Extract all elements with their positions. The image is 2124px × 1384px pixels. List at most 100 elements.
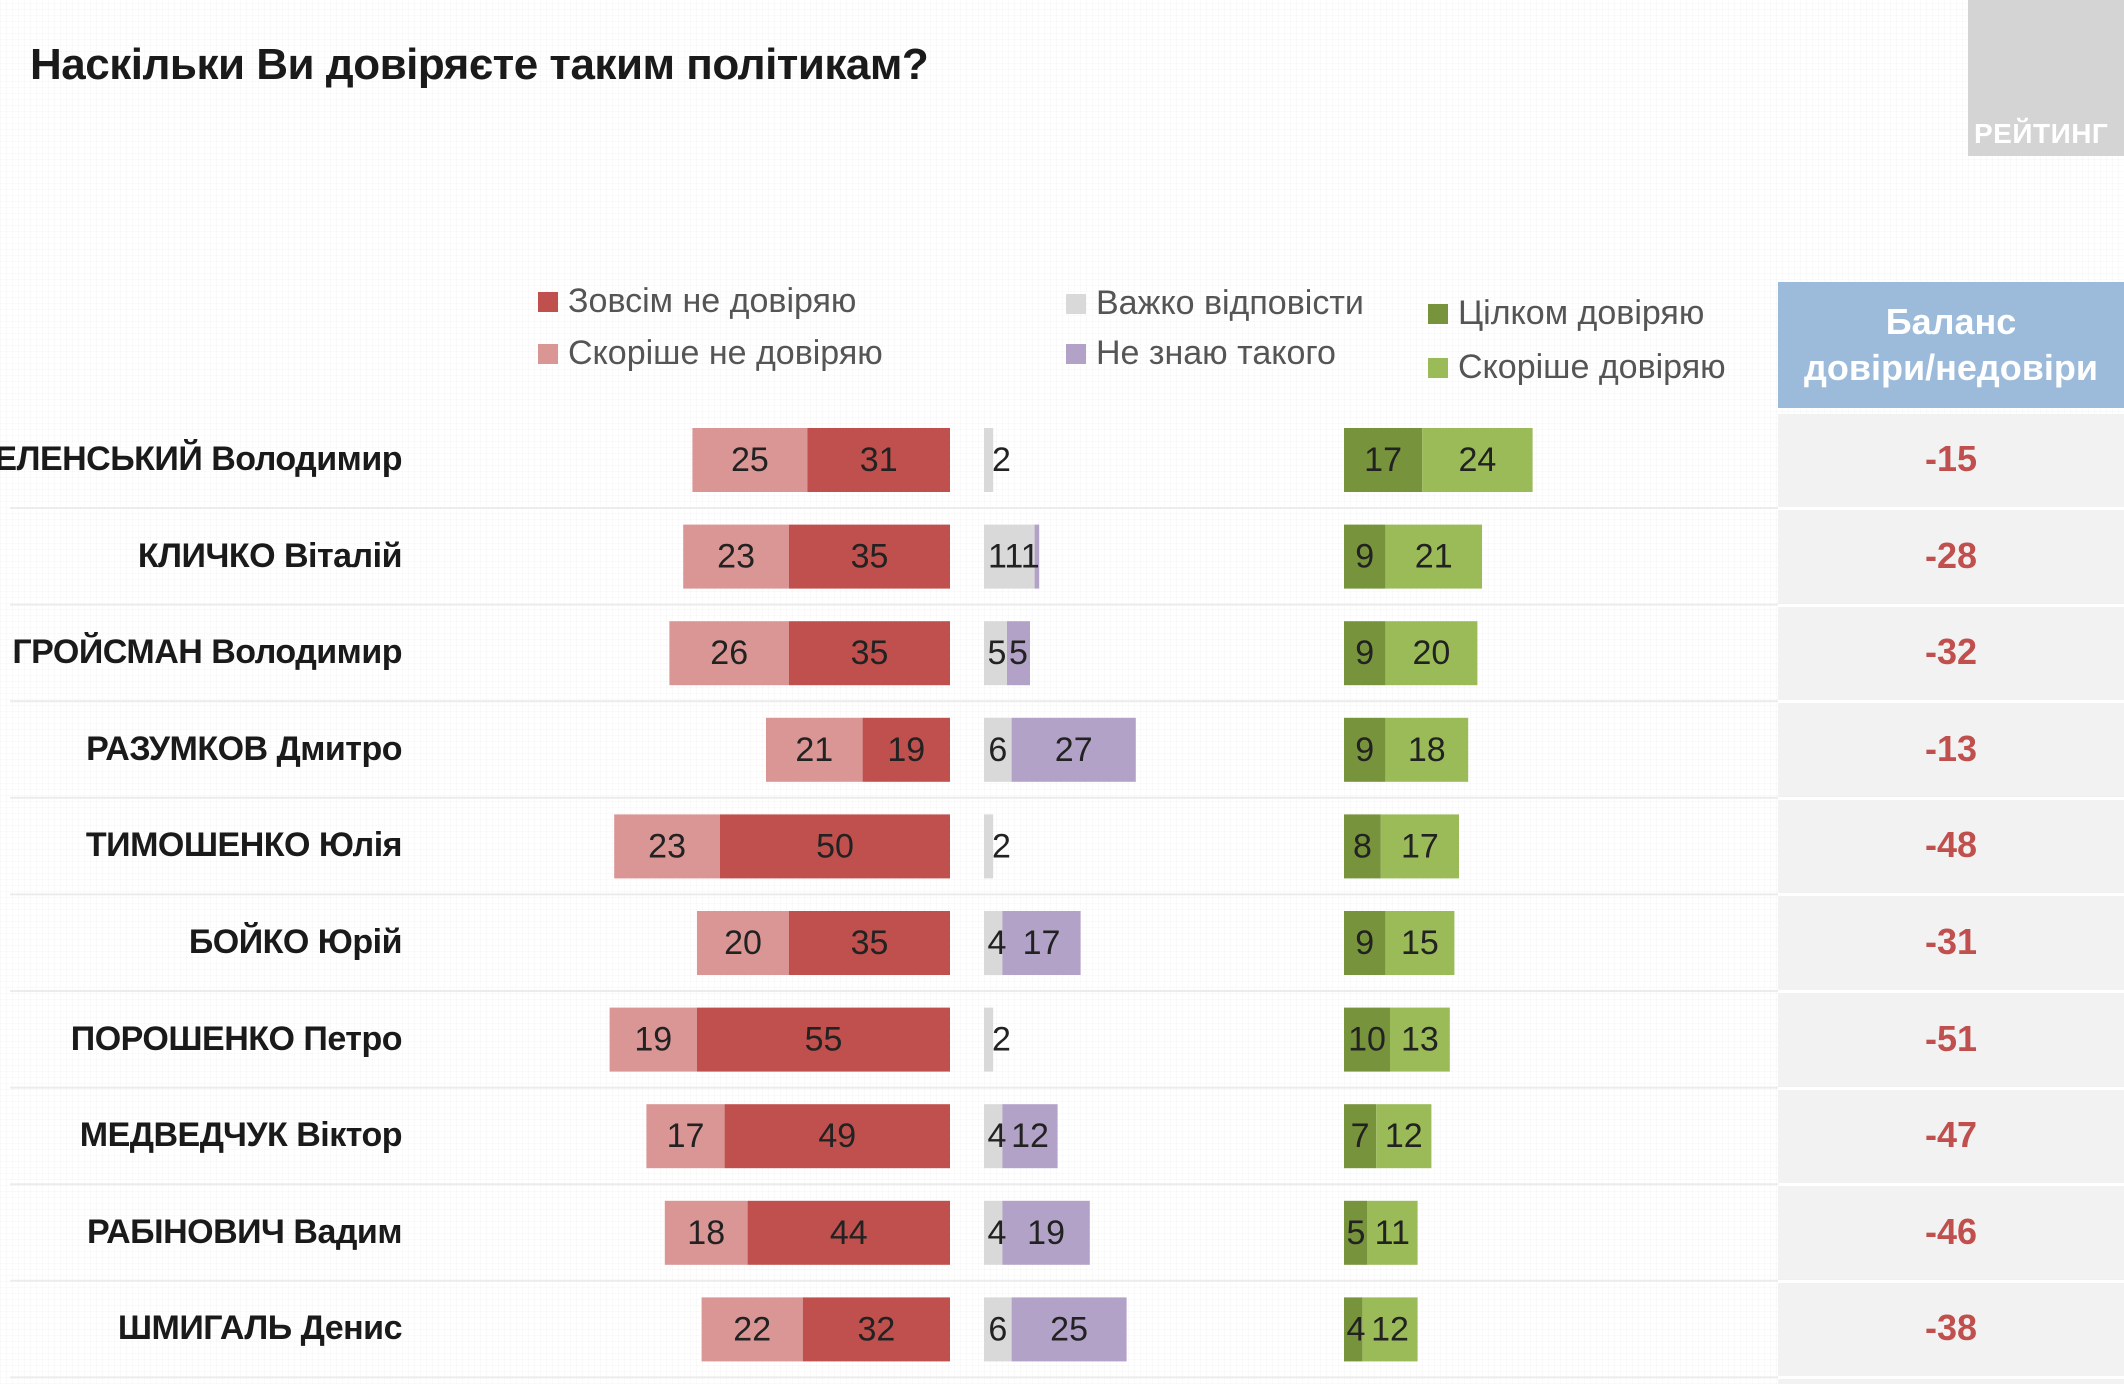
balance-separator: [1778, 1183, 2124, 1187]
bar-rather-trust: [1367, 1200, 1418, 1265]
bar-fully-trust: [1344, 428, 1423, 492]
row-label: ЗЕЛЕНСЬКИЙ Володимир: [0, 440, 403, 478]
bar-rather-distrust: [701, 1297, 803, 1362]
bar-rather-distrust: [664, 1200, 748, 1265]
balance-column-background: [1778, 414, 2124, 1384]
legend-label: Не знаю такого: [1096, 334, 1336, 372]
legend-swatch: [1066, 293, 1086, 314]
legend-item-hard-to-say: Важко відповісти: [1066, 284, 1364, 323]
bar-dont-know: [1002, 1104, 1058, 1169]
bar-fully-trust: [1344, 1104, 1377, 1169]
balance-value: -51: [1924, 1017, 1978, 1059]
bar-label-rather-distrust: 21: [795, 731, 833, 769]
bar-label-dont-know: 27: [1055, 731, 1093, 769]
balance-separator: [1778, 990, 2124, 993]
bar-hard-to-say: [984, 1007, 994, 1072]
bar-rather-distrust: [766, 717, 863, 782]
balance-separator: [1778, 507, 2124, 510]
bar-rather-distrust: [614, 814, 720, 879]
bar-label-strongly-distrust: 50: [816, 827, 854, 865]
bar-label-fully-trust: 9: [1355, 538, 1374, 576]
bar-strongly-distrust: [697, 1007, 950, 1072]
bar-fully-trust: [1344, 911, 1386, 975]
bar-label-rather-trust: 18: [1408, 731, 1446, 769]
bar-label-fully-trust: 7: [1351, 1117, 1370, 1155]
bar-label-dont-know: 5: [1009, 634, 1028, 672]
bar-label-strongly-distrust: 31: [860, 441, 898, 479]
legend-item-fully-trust: Цілком довіряю: [1428, 294, 1704, 333]
bar-label-strongly-distrust: 35: [851, 924, 889, 962]
bar-label-dont-know: 19: [1027, 1214, 1065, 1252]
bar-rather-distrust: [609, 1007, 697, 1072]
legend-item-rather-trust: Скоріше довіряю: [1428, 348, 1726, 387]
rating-logo: РЕЙТИНГ: [1968, 0, 2124, 156]
bar-label-strongly-distrust: 55: [805, 1021, 843, 1059]
bar-strongly-distrust: [789, 621, 950, 686]
bar-label-strongly-distrust: 35: [851, 634, 889, 672]
bar-label-rather-distrust: 23: [648, 827, 686, 865]
bar-label-fully-trust: 4: [1347, 1310, 1366, 1348]
bar-label-hard-to-say: 4: [988, 1214, 1007, 1252]
row-label: ТИМОШЕНКО Юлія: [85, 826, 403, 865]
bar-label-rather-distrust: 20: [724, 924, 762, 962]
bar-hard-to-say: [984, 524, 1035, 589]
balance-separator: [1778, 1279, 2124, 1283]
bar-label-hard-to-say: 6: [988, 1310, 1007, 1348]
bar-strongly-distrust: [789, 911, 950, 975]
bar-label-hard-to-say: 4: [988, 1117, 1007, 1155]
row-label: РАБІНОВИЧ Вадим: [86, 1212, 403, 1251]
balance-separator: [1778, 796, 2124, 800]
bar-fully-trust: [1344, 621, 1386, 686]
page-title: Наскільки Ви довіряєте таким політикам?: [30, 40, 929, 89]
legend-swatch: [1428, 357, 1448, 378]
bar-strongly-distrust: [807, 428, 950, 492]
balance-value: -48: [1924, 824, 1978, 866]
legend-swatch: [1066, 343, 1086, 364]
bar-hard-to-say: [984, 1297, 1012, 1362]
bar-dont-know: [1002, 1200, 1090, 1265]
bar-label-rather-distrust: 25: [731, 441, 769, 479]
legend-item-dont-know: Не знаю такого: [1066, 334, 1336, 373]
balance-value: -28: [1924, 534, 1978, 576]
balance-value: -15: [1924, 438, 1978, 479]
balance-value: -31: [1924, 921, 1978, 962]
row-label: МЕДВЕДЧУК Віктор: [79, 1116, 403, 1155]
bar-hard-to-say: [984, 717, 1012, 782]
row-label: ШМИГАЛЬ Денис: [117, 1309, 403, 1348]
bar-dont-know: [1034, 524, 1040, 589]
bar-dont-know: [1002, 911, 1081, 975]
legend-swatch: [538, 291, 558, 312]
bar-rather-trust: [1385, 524, 1482, 589]
bar-rather-trust: [1385, 717, 1469, 782]
balance-value: -46: [1924, 1210, 1978, 1252]
bar-strongly-distrust: [802, 1297, 950, 1362]
bar-label-strongly-distrust: 49: [818, 1117, 856, 1155]
bar-strongly-distrust: [720, 814, 950, 879]
bar-label-strongly-distrust: 19: [887, 731, 925, 769]
bar-rather-distrust: [669, 621, 789, 686]
bar-strongly-distrust: [789, 524, 950, 589]
bar-rather-trust: [1390, 1007, 1450, 1072]
bar-label-rather-distrust: 17: [667, 1117, 705, 1155]
legend-swatch: [538, 343, 558, 364]
bar-label-strongly-distrust: 32: [857, 1310, 895, 1348]
legend-item-strongly-distrust: Зовсім не довіряю: [538, 282, 856, 321]
bar-rather-distrust: [646, 1104, 725, 1169]
row-label: РАЗУМКОВ Дмитро: [86, 729, 402, 768]
balance-value: -47: [1924, 1114, 1978, 1156]
bar-rather-trust: [1385, 621, 1478, 686]
bar-hard-to-say: [984, 1200, 1003, 1265]
bar-label-dont-know: 17: [1023, 924, 1061, 962]
bar-rather-trust: [1422, 428, 1533, 492]
bar-fully-trust: [1344, 1297, 1363, 1362]
bar-hard-to-say: [984, 814, 994, 879]
bar-label-rather-trust: 12: [1371, 1310, 1409, 1348]
legend-label: Цілком довіряю: [1458, 294, 1705, 332]
bar-label-rather-trust: 13: [1401, 1021, 1439, 1059]
bar-label-fully-trust: 17: [1364, 441, 1402, 479]
bar-label-hard-to-say: 5: [988, 634, 1007, 672]
balance-value: -32: [1924, 631, 1978, 673]
row-label: БОЙКО Юрій: [188, 923, 403, 961]
bar-label-rather-trust: 11: [1375, 1214, 1410, 1252]
